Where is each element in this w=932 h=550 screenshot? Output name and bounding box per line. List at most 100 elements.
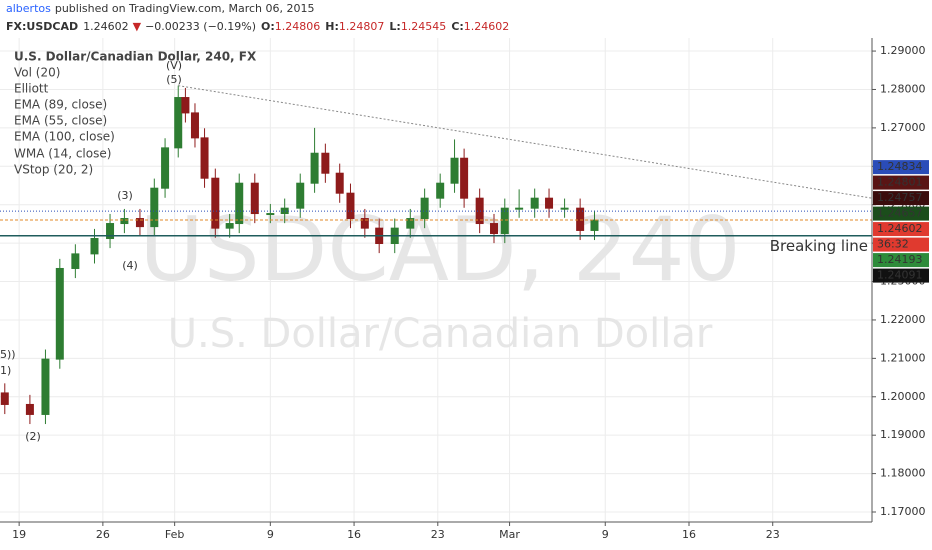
- candle-body: [360, 218, 369, 229]
- indicator: Vol (20): [14, 66, 60, 80]
- price-label: 36:32: [877, 238, 909, 251]
- price-label: 1.24602: [877, 222, 923, 235]
- x-tick-label: 16: [347, 528, 361, 541]
- candle-body: [190, 112, 199, 139]
- watermark: USDCAD, 240: [139, 198, 740, 301]
- candle-body: [576, 207, 585, 231]
- candle-body: [235, 182, 244, 225]
- indicator: VStop (20, 2): [14, 163, 93, 177]
- candle-body: [161, 147, 170, 189]
- x-tick-label: 16: [682, 528, 696, 541]
- candle-body: [420, 197, 429, 220]
- x-tick-label: 9: [602, 528, 609, 541]
- price-label-box: [873, 160, 929, 175]
- watermark: U.S. Dollar/Canadian Dollar: [168, 311, 713, 357]
- price-label-box: [873, 175, 929, 190]
- candle-body: [460, 157, 469, 199]
- y-tick-label: 1.21000: [880, 351, 926, 364]
- candle-body: [436, 182, 445, 199]
- x-tick-label: 9: [267, 528, 274, 541]
- candle-body: [321, 152, 330, 174]
- candle-body: [135, 218, 144, 228]
- candle-body: [55, 267, 64, 360]
- candle-body: [250, 182, 259, 215]
- candle-body: [310, 152, 319, 184]
- candle-body: [500, 207, 509, 235]
- price-label: 1.24193: [877, 253, 923, 266]
- indicator: EMA (100, close): [14, 130, 115, 144]
- y-tick-label: 1.17000: [880, 505, 926, 518]
- candle-body: [515, 207, 524, 210]
- trendline: [178, 85, 873, 199]
- symbol-bar: FX:USDCAD 1.24602 ▼ −0.00233 (−0.19%) O:1.24…: [6, 20, 509, 33]
- author[interactable]: albertos: [6, 2, 51, 15]
- wave-label: (5): [166, 73, 182, 86]
- candle-body: [120, 218, 129, 225]
- y-tick-label: 1.29000: [880, 44, 926, 57]
- candle-body: [90, 238, 99, 255]
- price-label-box: [873, 222, 929, 237]
- price-label: 1.24801: [877, 176, 923, 189]
- price-label-box: [873, 253, 929, 268]
- candle-body: [181, 97, 190, 114]
- candle-body: [406, 218, 415, 229]
- candle-body: [211, 177, 220, 229]
- chart-title: U.S. Dollar/Canadian Dollar, 240, FX: [14, 50, 257, 64]
- candle-body: [560, 207, 569, 210]
- candle-body: [25, 403, 34, 415]
- x-tick-label: 23: [766, 528, 780, 541]
- indicator: EMA (55, close): [14, 114, 107, 128]
- candle-body: [225, 223, 234, 229]
- high-label: H:: [325, 20, 339, 33]
- last: 1.24602: [83, 20, 129, 33]
- close-label: C:: [451, 20, 463, 33]
- candle-body: [296, 182, 305, 209]
- plot: Breaking line: [0, 85, 873, 425]
- wave-label: (V): [166, 59, 182, 72]
- x-tick-label: Feb: [165, 528, 184, 541]
- close: 1.24602: [464, 20, 510, 33]
- published: published on TradingView.com, March 06, …: [55, 2, 315, 15]
- candle-body: [450, 157, 459, 184]
- wave-label: (4): [122, 259, 138, 272]
- candle-body: [0, 392, 9, 405]
- y-tick-label: 1.27000: [880, 121, 926, 134]
- annotation: Breaking line: [770, 237, 868, 255]
- candle-body: [174, 97, 183, 149]
- price-label-box: [873, 268, 929, 283]
- y-tick-label: 1.19000: [880, 428, 926, 441]
- candle-body: [590, 219, 599, 231]
- x-tick-label: 23: [431, 528, 445, 541]
- candle-body: [490, 223, 499, 235]
- y-tick-label: 1.28000: [880, 82, 926, 95]
- low: 1.24545: [401, 20, 447, 33]
- candle-body: [41, 358, 50, 415]
- axes: 1.17000 1.18000 1.19000 1.20000 1.21000 1.220…: [12, 44, 929, 541]
- header: albertos published on TradingView.com, Ma…: [6, 2, 315, 15]
- wave-label: 5)): [0, 348, 16, 361]
- wave-label: (2): [25, 430, 41, 443]
- indicator: EMA (89, close): [14, 98, 107, 112]
- wave-label: 1): [0, 364, 11, 377]
- x-tick-label: 26: [96, 528, 110, 541]
- candle-body: [150, 187, 159, 228]
- y-tick-label: 1.18000: [880, 467, 926, 480]
- open: 1.24806: [275, 20, 321, 33]
- change: −0.00233 (−0.19%): [145, 20, 256, 33]
- price-label-box: [873, 237, 929, 252]
- y-tick-label: 1.20000: [880, 390, 926, 403]
- candle-body: [545, 197, 554, 209]
- arrow: ▼: [133, 20, 142, 33]
- y-tick-label: 1.22000: [880, 313, 926, 326]
- candle-body: [266, 213, 275, 216]
- candle-body: [530, 197, 539, 209]
- legend: U.S. Dollar/Canadian Dollar, 240, FX Vol…: [14, 50, 257, 177]
- wave-label: (3): [117, 189, 133, 202]
- price-label-box: [873, 206, 929, 221]
- candle-body: [71, 253, 80, 269]
- low-label: L:: [389, 20, 400, 33]
- candle-body: [335, 172, 344, 194]
- price-label: 1.24757: [877, 191, 923, 204]
